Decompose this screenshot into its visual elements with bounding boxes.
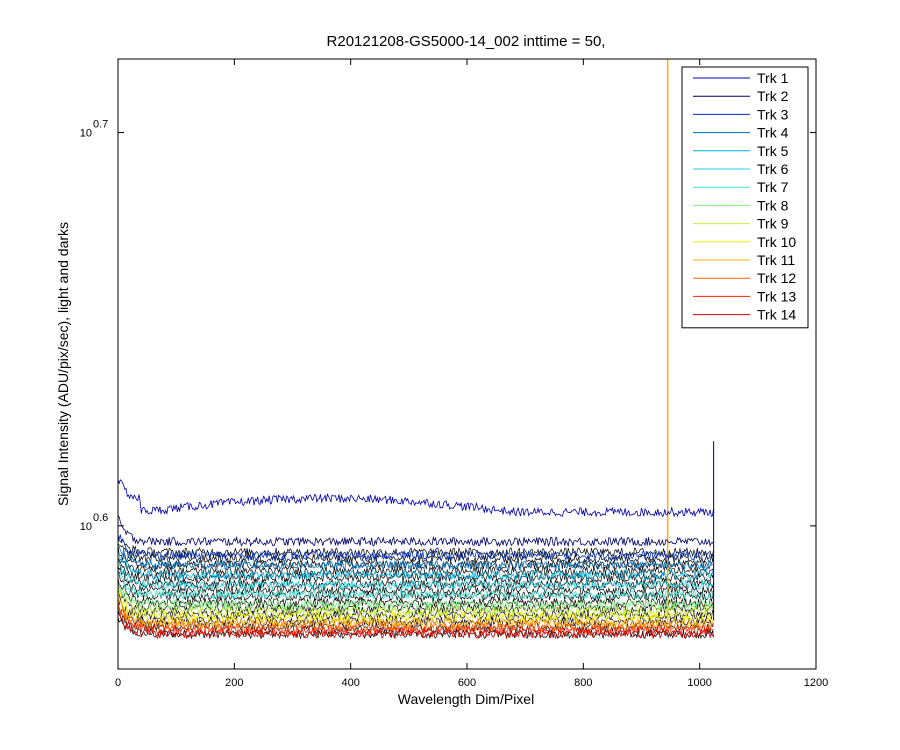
series-line [117,551,714,581]
legend: Trk 1 Trk 2 Trk 3 Trk 4 Trk 5 Trk 6 Trk 7 Trk 8… [681,66,809,329]
x-tick-label: 200 [225,677,243,689]
x-tick-label: 800 [574,677,592,689]
series-line [117,534,714,562]
y-tick-label-exponent: 0.6 [93,512,108,524]
x-tick-label: 1200 [804,677,828,689]
legend-box [681,66,809,329]
legend-label: Trk 13 [757,288,796,304]
legend-label: Trk 12 [757,270,796,286]
x-tick-label: 600 [458,677,476,689]
y-tick-label-base: 10 [80,521,92,533]
legend-label: Trk 4 [757,125,789,141]
series-line [117,607,714,636]
x-axis: 0 200 400 600 800 1000 1200 [115,59,828,689]
legend-label: Trk 5 [757,143,789,159]
dark-trace [117,583,714,609]
y-tick-label-exponent: 0.7 [93,119,108,131]
y-axis-label: Signal Intensity (ADU/pix/sec), light an… [55,222,71,506]
x-tick-label: 400 [341,677,359,689]
dark-trace [117,558,714,577]
legend-label: Trk 6 [757,161,789,177]
legend-label: Trk 3 [757,106,789,122]
dark-trace [117,602,714,627]
series-line [117,545,714,571]
series-line [117,479,714,518]
legend-label: Trk 10 [757,234,796,250]
plot-traces [117,59,715,640]
series-line [117,599,714,628]
chart-title: R20121208-GS5000-14_002 inttime = 50, [327,33,606,50]
series-line [117,583,714,611]
series-line [117,607,714,640]
legend-label: Trk 2 [757,88,789,104]
x-tick-label: 1000 [687,677,711,689]
legend-label: Trk 9 [757,216,789,232]
legend-label: Trk 11 [757,252,795,268]
x-tick-label: 0 [115,677,121,689]
y-tick-label-base: 10 [80,128,92,140]
series-line [117,598,714,632]
legend-label: Trk 14 [757,307,796,323]
series-line [117,584,714,616]
x-axis-label: Wavelength Dim/Pixel [398,691,534,707]
legend-label: Trk 7 [757,179,789,195]
dark-trace [117,590,714,615]
series-line [117,515,714,548]
series-line [117,560,714,591]
legend-label: Trk 1 [757,70,789,86]
legend-label: Trk 8 [757,197,789,213]
series-line [117,571,714,601]
